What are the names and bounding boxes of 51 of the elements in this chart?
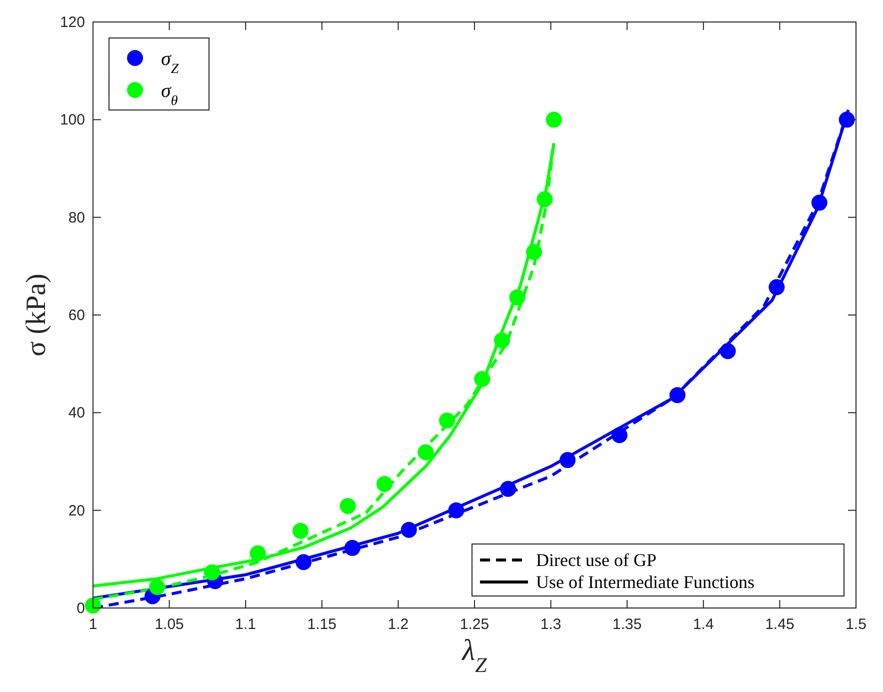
point <box>526 244 542 260</box>
y-tick-label: 80 <box>68 209 85 226</box>
point <box>768 279 785 296</box>
point <box>474 370 490 387</box>
point <box>204 564 220 580</box>
point <box>250 545 266 562</box>
point <box>536 191 553 208</box>
x-tick-label: 1.15 <box>307 616 336 633</box>
point <box>611 427 628 444</box>
x-axis-title: λ$_{Z}$ <box>461 634 488 677</box>
y-tick-label: 0 <box>76 600 85 617</box>
point <box>439 412 456 428</box>
x-tick-label: 1.25 <box>460 616 490 633</box>
x-tick-label: 1.45 <box>765 616 794 633</box>
legend-label: σ$_{θ}$ <box>161 80 178 108</box>
x-tick-label: 1.05 <box>154 616 184 633</box>
point <box>560 452 576 468</box>
annotation: Direct use of GP <box>536 550 656 570</box>
point <box>296 554 312 570</box>
x-tick-label: 1.1 <box>235 616 256 633</box>
point <box>340 498 356 514</box>
x-tick-label: 1.3 <box>540 616 562 633</box>
y-tick-label: 60 <box>68 307 85 324</box>
point <box>344 540 360 556</box>
annotation: Use of Intermediate Functions <box>536 572 754 592</box>
point <box>149 579 166 595</box>
point <box>494 332 510 348</box>
point <box>500 480 516 497</box>
point <box>546 112 562 128</box>
x-tick-label: 1.2 <box>388 616 409 633</box>
point <box>720 343 736 360</box>
point <box>418 444 434 460</box>
y-tick-label: 20 <box>68 502 85 520</box>
point <box>509 289 526 306</box>
x-tick-label: 1 <box>88 616 98 633</box>
legend-label: σ$_{Z}$ <box>161 48 179 76</box>
point <box>400 522 417 538</box>
x-tick-label: 1.4 <box>692 616 714 633</box>
point <box>292 522 309 539</box>
y-tick-label: 120 <box>60 14 85 31</box>
x-tick-label: 1.5 <box>846 616 866 633</box>
y-tick-label: 100 <box>60 112 85 129</box>
x-tick-label: 1.35 <box>612 616 642 633</box>
point <box>811 194 828 211</box>
point <box>376 476 392 492</box>
y-tick-label: 40 <box>68 404 85 422</box>
point <box>838 112 855 128</box>
point <box>669 387 686 404</box>
point <box>448 502 464 518</box>
y-axis-title: σ (kPa) <box>21 274 52 356</box>
point <box>85 598 101 614</box>
